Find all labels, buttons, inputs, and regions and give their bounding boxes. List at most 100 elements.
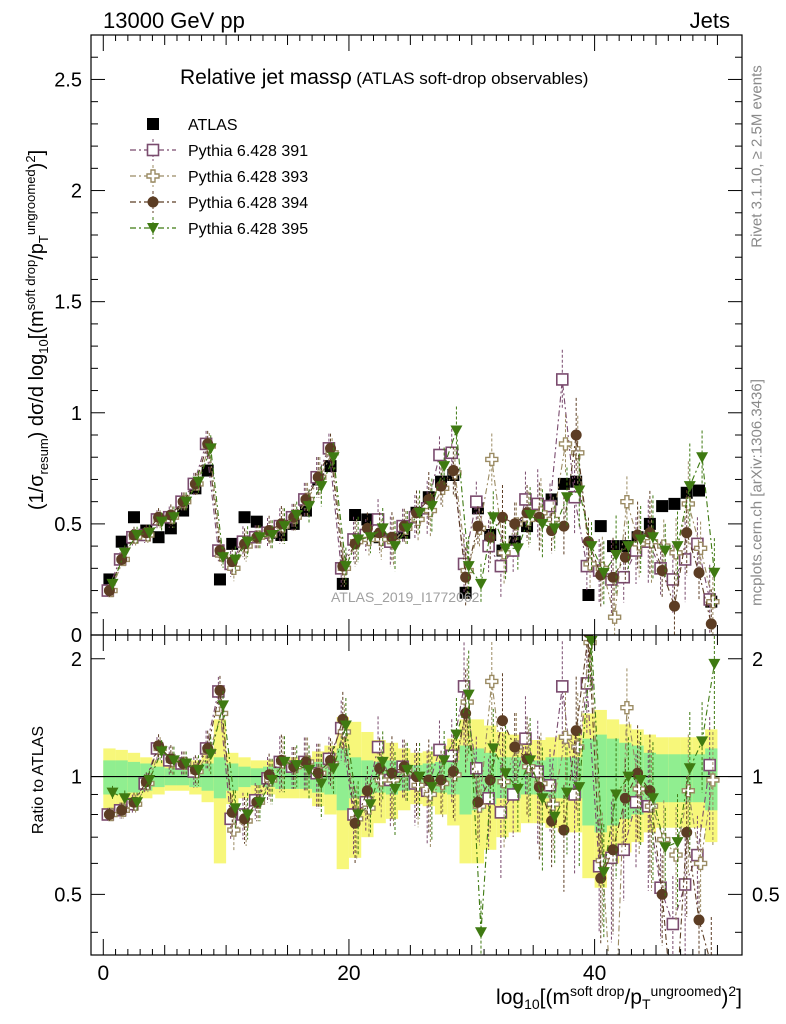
main-point bbox=[570, 429, 582, 441]
ratio-point bbox=[573, 782, 586, 794]
ratio-point bbox=[411, 778, 425, 792]
main-point bbox=[548, 523, 561, 535]
main-point bbox=[656, 565, 668, 577]
main-point bbox=[143, 527, 156, 539]
main-marks-layer bbox=[101, 349, 721, 635]
main-point bbox=[617, 570, 631, 584]
main-point bbox=[474, 578, 487, 590]
main-point bbox=[693, 541, 708, 556]
main-point bbox=[401, 523, 414, 535]
main-point bbox=[155, 516, 168, 528]
header-right: Jets bbox=[689, 8, 730, 33]
ratio-point bbox=[691, 848, 704, 862]
ratio-point bbox=[620, 700, 634, 715]
ratio-point bbox=[708, 658, 721, 670]
ratio-y-tick-label: 1 bbox=[71, 767, 82, 789]
ratio-point bbox=[659, 842, 672, 854]
ratio-point bbox=[447, 766, 459, 778]
ratio-point bbox=[555, 680, 569, 693]
main-point bbox=[192, 476, 205, 488]
main-line-4 bbox=[111, 430, 715, 586]
main-series-4 bbox=[106, 406, 721, 608]
ratio-point bbox=[472, 796, 484, 808]
legend-marker bbox=[147, 223, 159, 234]
main-point bbox=[339, 561, 352, 573]
ratio-point bbox=[644, 799, 659, 813]
main-point bbox=[683, 481, 696, 493]
ratio-point bbox=[118, 793, 131, 805]
legend-label: Pythia 6.428 395 bbox=[188, 221, 308, 238]
main-point bbox=[472, 520, 484, 532]
ratio-plot-frame bbox=[90, 634, 743, 956]
legend-entry-3: Pythia 6.428 394 bbox=[130, 191, 308, 213]
main-point bbox=[646, 532, 659, 544]
main-point bbox=[693, 484, 706, 497]
main-point bbox=[671, 541, 684, 553]
ratio-line-3 bbox=[112, 640, 715, 933]
main-y-tick-label: 0.5 bbox=[54, 514, 82, 536]
ratio-point bbox=[706, 773, 720, 787]
ratio-point bbox=[524, 755, 537, 767]
main-point bbox=[705, 618, 717, 630]
ratio-point bbox=[671, 837, 684, 849]
x-tick-label: 0 bbox=[97, 962, 109, 985]
legend-marker bbox=[146, 143, 160, 157]
ratio-point bbox=[494, 806, 508, 819]
ratio-point bbox=[703, 758, 716, 772]
main-point bbox=[511, 543, 524, 555]
ratio-point bbox=[485, 674, 499, 689]
ratio-point bbox=[482, 791, 495, 805]
main-point bbox=[634, 534, 647, 546]
main-point bbox=[681, 497, 696, 511]
ratio-band-inner bbox=[336, 748, 349, 811]
ratio-point bbox=[656, 888, 668, 900]
main-point bbox=[253, 532, 266, 544]
ratio-point bbox=[241, 809, 254, 821]
main-point bbox=[460, 571, 472, 583]
ratio-point bbox=[706, 960, 717, 971]
ratio-point bbox=[506, 788, 520, 801]
main-point bbox=[213, 573, 226, 586]
main-y-axis-label: (1/σresum) dσ/d log10[(msoft drop/pTungr… bbox=[23, 149, 51, 511]
main-point bbox=[226, 537, 239, 550]
ratio-band-inner bbox=[692, 754, 706, 803]
ratio-point bbox=[217, 700, 230, 712]
ratio-series-3 bbox=[106, 635, 721, 955]
ratio-point bbox=[450, 729, 463, 741]
main-point bbox=[361, 522, 373, 534]
ratio-point bbox=[103, 808, 115, 820]
ratio-point bbox=[131, 797, 144, 809]
legend-marker bbox=[146, 169, 160, 183]
ratio-point bbox=[558, 824, 570, 836]
ratio-point bbox=[229, 803, 242, 815]
ratio-line-1 bbox=[110, 642, 714, 955]
ratio-point bbox=[371, 740, 385, 754]
main-point bbox=[484, 531, 496, 543]
main-point bbox=[536, 518, 549, 530]
ratio-point bbox=[696, 736, 709, 748]
main-point bbox=[204, 443, 217, 455]
main-point bbox=[610, 550, 623, 561]
main-point bbox=[499, 543, 512, 555]
main-point bbox=[278, 521, 291, 533]
ratio-point bbox=[634, 774, 647, 786]
legend-entry-2: Pythia 6.428 393 bbox=[130, 165, 308, 187]
ratio-point bbox=[303, 764, 316, 776]
ratio-point bbox=[401, 764, 414, 776]
main-point bbox=[557, 477, 570, 490]
ratio-point bbox=[681, 826, 693, 838]
ratio-point bbox=[327, 763, 340, 775]
main-point bbox=[374, 532, 388, 547]
axes-layer: 00.511.522.50.5 0.51 12 20 20 40 bbox=[54, 34, 780, 985]
ratio-point bbox=[560, 787, 573, 799]
ratio-point bbox=[364, 799, 377, 811]
main-point bbox=[494, 559, 508, 573]
ratio-point bbox=[570, 725, 582, 737]
main-point bbox=[519, 493, 532, 506]
title-main: Relative jet massρ bbox=[180, 66, 352, 89]
main-point bbox=[558, 437, 573, 451]
title-sub: (ATLAS soft-drop observables) bbox=[356, 69, 589, 88]
ratio-y-tick-label-right: 0.5 bbox=[752, 884, 780, 906]
ratio-point bbox=[386, 767, 398, 779]
ratio-point bbox=[413, 771, 426, 783]
